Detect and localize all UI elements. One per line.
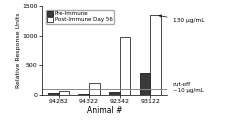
X-axis label: Animal #: Animal # [86, 106, 122, 115]
Legend: Pre-Immune, Post-Immune Day 56: Pre-Immune, Post-Immune Day 56 [46, 10, 114, 24]
Bar [139, 73, 150, 95]
Y-axis label: Relative Response Units: Relative Response Units [16, 13, 21, 88]
Bar [109, 92, 119, 95]
Bar [48, 93, 58, 95]
Bar [89, 83, 99, 95]
Bar [150, 15, 160, 95]
Text: 130 μg/mL: 130 μg/mL [158, 15, 203, 23]
Bar [119, 37, 130, 95]
Text: cut-off
~10 μg/mL: cut-off ~10 μg/mL [172, 82, 202, 93]
Bar [58, 91, 69, 95]
Bar [78, 94, 89, 95]
